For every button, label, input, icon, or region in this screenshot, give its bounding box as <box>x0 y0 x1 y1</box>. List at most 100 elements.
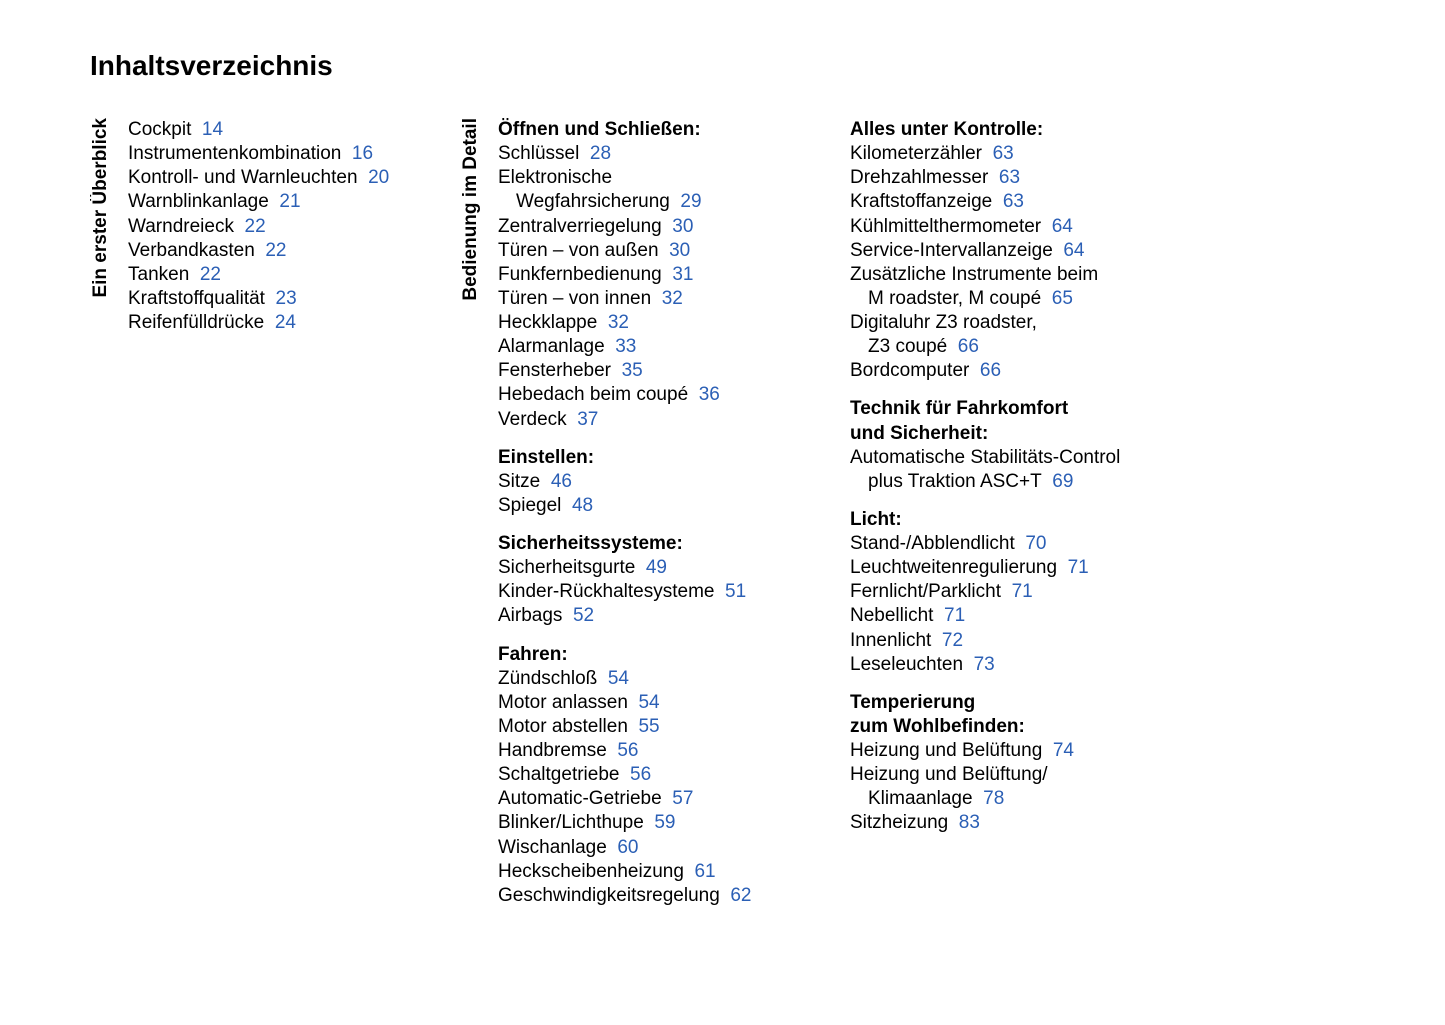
toc-entry[interactable]: Schaltgetriebe 56 <box>498 763 752 787</box>
toc-entry[interactable]: Wegfahrsicherung 29 <box>516 190 752 214</box>
toc-entry-page[interactable]: 64 <box>1052 216 1073 237</box>
toc-entry-page[interactable]: 73 <box>974 654 995 675</box>
toc-entry[interactable]: Funkfernbedienung 31 <box>498 263 752 287</box>
toc-entry-page[interactable]: 49 <box>646 557 667 578</box>
toc-entry-page[interactable]: 20 <box>368 167 389 188</box>
toc-entry[interactable]: Stand-/Abblendlicht 70 <box>850 532 1120 556</box>
toc-entry-page[interactable]: 71 <box>1068 557 1089 578</box>
toc-entry-page[interactable]: 61 <box>694 861 715 882</box>
toc-entry[interactable]: Kinder-Rückhaltesysteme 51 <box>498 580 752 604</box>
toc-entry[interactable]: Reifenfülldrücke 24 <box>128 311 389 335</box>
toc-entry-page[interactable]: 46 <box>551 471 572 492</box>
toc-entry[interactable]: Türen – von innen 32 <box>498 287 752 311</box>
toc-entry-page[interactable]: 63 <box>993 143 1014 164</box>
toc-entry-page[interactable]: 78 <box>983 788 1004 809</box>
toc-entry-page[interactable]: 16 <box>352 143 373 164</box>
toc-entry-page[interactable]: 31 <box>672 264 693 285</box>
toc-entry[interactable]: Sitze 46 <box>498 470 752 494</box>
toc-entry-page[interactable]: 28 <box>590 143 611 164</box>
toc-entry[interactable]: Warnblinkanlage 21 <box>128 190 389 214</box>
toc-entry[interactable]: plus Traktion ASC+T 69 <box>868 470 1120 494</box>
toc-entry[interactable]: Kilometerzähler 63 <box>850 142 1120 166</box>
toc-entry[interactable]: Klimaanlage 78 <box>868 787 1120 811</box>
toc-entry-page[interactable]: 71 <box>944 605 965 626</box>
toc-entry-page[interactable]: 64 <box>1063 240 1084 261</box>
toc-entry[interactable]: Tanken 22 <box>128 263 389 287</box>
toc-entry-page[interactable]: 22 <box>200 264 221 285</box>
toc-entry-page[interactable]: 83 <box>959 812 980 833</box>
toc-entry-page[interactable]: 55 <box>638 716 659 737</box>
toc-entry-page[interactable]: 54 <box>638 692 659 713</box>
toc-entry-page[interactable]: 30 <box>669 240 690 261</box>
toc-entry[interactable]: Leuchtweitenregulierung 71 <box>850 556 1120 580</box>
toc-entry-page[interactable]: 65 <box>1052 288 1073 309</box>
toc-entry-page[interactable]: 66 <box>958 336 979 357</box>
toc-entry[interactable]: Hebedach beim coupé 36 <box>498 383 752 407</box>
toc-entry[interactable]: Cockpit 14 <box>128 118 389 142</box>
toc-entry-page[interactable]: 33 <box>615 336 636 357</box>
toc-entry-page[interactable]: 32 <box>608 312 629 333</box>
toc-entry[interactable]: Innenlicht 72 <box>850 629 1120 653</box>
toc-entry[interactable]: Z3 coupé 66 <box>868 335 1120 359</box>
toc-entry[interactable]: Sitzheizung 83 <box>850 811 1120 835</box>
toc-entry-page[interactable]: 74 <box>1053 740 1074 761</box>
toc-entry-page[interactable]: 71 <box>1012 581 1033 602</box>
toc-entry[interactable]: Nebellicht 71 <box>850 604 1120 628</box>
toc-entry-page[interactable]: 23 <box>276 288 297 309</box>
toc-entry[interactable]: Kühlmittelthermometer 64 <box>850 215 1120 239</box>
toc-entry[interactable]: Drehzahlmesser 63 <box>850 166 1120 190</box>
toc-entry-page[interactable]: 51 <box>725 581 746 602</box>
toc-entry-page[interactable]: 63 <box>1003 191 1024 212</box>
toc-entry[interactable]: Service-Intervallanzeige 64 <box>850 239 1120 263</box>
toc-entry-page[interactable]: 70 <box>1025 533 1046 554</box>
toc-entry[interactable]: Geschwindigkeitsregelung 62 <box>498 884 752 908</box>
toc-entry[interactable]: Bordcomputer 66 <box>850 359 1120 383</box>
toc-entry[interactable]: Wischanlage 60 <box>498 836 752 860</box>
toc-entry-page[interactable]: 69 <box>1052 471 1073 492</box>
toc-entry-page[interactable]: 54 <box>608 668 629 689</box>
toc-entry[interactable]: Motor abstellen 55 <box>498 715 752 739</box>
toc-entry-page[interactable]: 30 <box>672 216 693 237</box>
toc-entry-page[interactable]: 22 <box>265 240 286 261</box>
toc-entry-page[interactable]: 60 <box>617 837 638 858</box>
toc-entry-page[interactable]: 29 <box>680 191 701 212</box>
toc-entry[interactable]: Verbandkasten 22 <box>128 239 389 263</box>
toc-entry[interactable]: Heizung und Belüftung 74 <box>850 739 1120 763</box>
toc-entry[interactable]: Heckklappe 32 <box>498 311 752 335</box>
toc-entry-page[interactable]: 37 <box>577 409 598 430</box>
toc-entry-page[interactable]: 21 <box>279 191 300 212</box>
toc-entry[interactable]: Türen – von außen 30 <box>498 239 752 263</box>
toc-entry[interactable]: Kraftstoffqualität 23 <box>128 287 389 311</box>
toc-entry-page[interactable]: 72 <box>942 630 963 651</box>
toc-entry[interactable]: Kraftstoffanzeige 63 <box>850 190 1120 214</box>
toc-entry-page[interactable]: 59 <box>654 812 675 833</box>
toc-entry[interactable]: Warndreieck 22 <box>128 215 389 239</box>
toc-entry[interactable]: Airbags 52 <box>498 604 752 628</box>
toc-entry-page[interactable]: 52 <box>573 605 594 626</box>
toc-entry[interactable]: Zentralverriegelung 30 <box>498 215 752 239</box>
toc-entry[interactable]: Instrumentenkombination 16 <box>128 142 389 166</box>
toc-entry-page[interactable]: 62 <box>730 885 751 906</box>
toc-entry-page[interactable]: 24 <box>275 312 296 333</box>
toc-entry-page[interactable]: 14 <box>202 119 223 140</box>
toc-entry-page[interactable]: 36 <box>699 384 720 405</box>
toc-entry[interactable]: Kontroll- und Warnleuchten 20 <box>128 166 389 190</box>
toc-entry-page[interactable]: 56 <box>630 764 651 785</box>
toc-entry[interactable]: Leseleuchten 73 <box>850 653 1120 677</box>
toc-entry-page[interactable]: 57 <box>672 788 693 809</box>
toc-entry-page[interactable]: 48 <box>572 495 593 516</box>
toc-entry[interactable]: Fernlicht/Parklicht 71 <box>850 580 1120 604</box>
toc-entry[interactable]: Spiegel 48 <box>498 494 752 518</box>
toc-entry[interactable]: Heckscheibenheizung 61 <box>498 860 752 884</box>
toc-entry[interactable]: M roadster, M coupé 65 <box>868 287 1120 311</box>
toc-entry[interactable]: Sicherheitsgurte 49 <box>498 556 752 580</box>
toc-entry[interactable]: Zündschloß 54 <box>498 667 752 691</box>
toc-entry-page[interactable]: 22 <box>245 216 266 237</box>
toc-entry[interactable]: Schlüssel 28 <box>498 142 752 166</box>
toc-entry[interactable]: Motor anlassen 54 <box>498 691 752 715</box>
toc-entry[interactable]: Blinker/Lichthupe 59 <box>498 811 752 835</box>
toc-entry[interactable]: Verdeck 37 <box>498 408 752 432</box>
toc-entry-page[interactable]: 35 <box>622 360 643 381</box>
toc-entry[interactable]: Handbremse 56 <box>498 739 752 763</box>
toc-entry-page[interactable]: 66 <box>980 360 1001 381</box>
